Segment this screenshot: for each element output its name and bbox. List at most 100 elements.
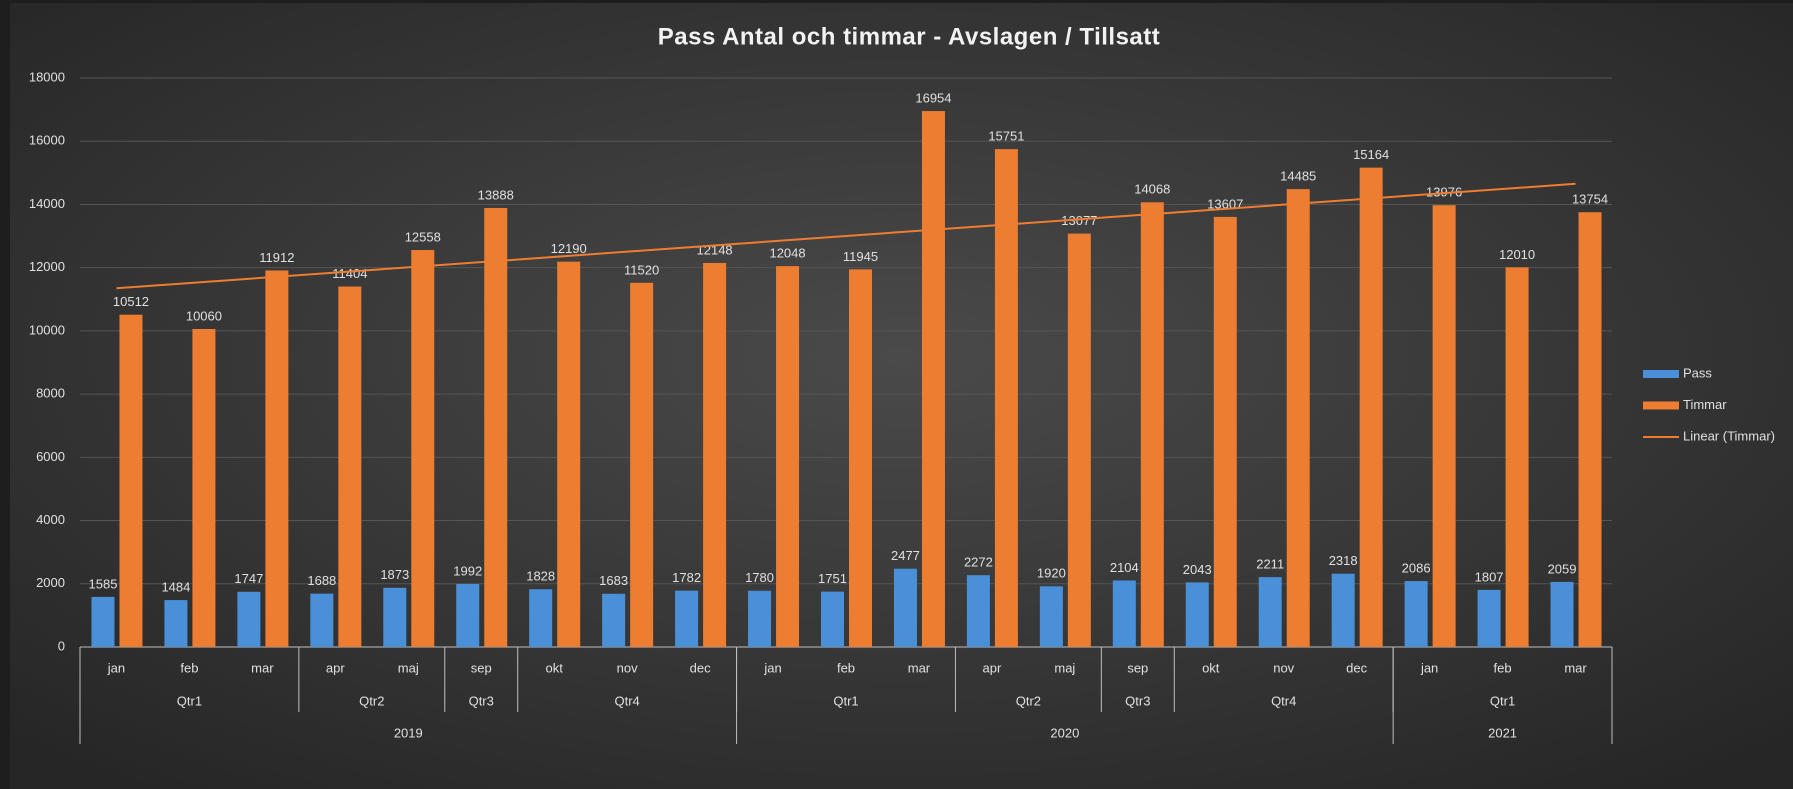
y-tick-label: 4000 (36, 512, 65, 527)
bar (748, 590, 772, 647)
x-tick-label: feb (837, 660, 855, 675)
data-label: 1484 (161, 580, 190, 595)
x-tick-label: apr (326, 660, 345, 675)
data-label: 12190 (551, 241, 587, 256)
bar (1477, 589, 1501, 647)
y-tick-label: 2000 (36, 575, 65, 590)
bar (1331, 573, 1355, 647)
x-tick-label: dec (1346, 660, 1367, 675)
group-label: 2020 (1050, 725, 1079, 740)
bar (310, 593, 334, 647)
bar (1404, 581, 1428, 647)
bar (529, 589, 553, 647)
bar (893, 568, 917, 647)
bar (1112, 580, 1136, 647)
x-tick-label: mar (251, 660, 274, 675)
y-tick-label: 14000 (29, 196, 65, 211)
group-label: 2019 (394, 725, 423, 740)
data-label: 2318 (1329, 553, 1358, 568)
group-label: 2021 (1488, 725, 1517, 740)
x-tick-label: jan (107, 660, 125, 675)
x-tick-label: feb (180, 660, 198, 675)
chart-background (10, 3, 1793, 789)
data-label: 1992 (453, 563, 482, 578)
y-tick-label: 8000 (36, 386, 65, 401)
data-label: 2477 (891, 548, 920, 563)
x-tick-label: apr (983, 660, 1002, 675)
y-tick-label: 10000 (29, 322, 65, 337)
bar (1213, 216, 1237, 647)
bar (91, 596, 115, 647)
bar (602, 593, 626, 647)
bar (921, 111, 945, 647)
data-label: 13754 (1572, 192, 1608, 207)
x-tick-label: nov (617, 660, 638, 675)
group-label: Qtr1 (833, 693, 858, 708)
data-label: 11945 (843, 249, 878, 264)
bar (1185, 582, 1209, 647)
y-tick-label: 12000 (29, 259, 65, 274)
legend-label: Pass (1683, 365, 1712, 380)
bar (849, 269, 872, 647)
y-tick-label: 6000 (36, 449, 65, 464)
x-tick-label: sep (1127, 660, 1148, 675)
data-label: 12010 (1499, 247, 1535, 262)
x-tick-label: maj (398, 660, 419, 675)
data-label: 2104 (1110, 560, 1139, 575)
x-tick-label: okt (1202, 660, 1220, 675)
y-tick-label: 0 (58, 638, 65, 653)
bar (1505, 267, 1529, 647)
x-tick-label: jan (763, 660, 781, 675)
x-tick-label: feb (1494, 660, 1512, 675)
bar (630, 282, 654, 647)
data-label: 12558 (405, 229, 441, 244)
data-label: 12048 (769, 246, 805, 261)
bar (1039, 586, 1063, 647)
data-label: 1780 (745, 570, 774, 585)
data-label: 1828 (526, 569, 555, 584)
bar (557, 261, 581, 647)
data-label: 11912 (259, 250, 294, 265)
data-label: 13976 (1426, 185, 1462, 200)
group-label: Qtr4 (1271, 693, 1296, 708)
group-label: Qtr3 (1125, 693, 1150, 708)
data-label: 1585 (89, 576, 118, 591)
data-label: 2211 (1256, 557, 1284, 572)
bar (1258, 577, 1282, 647)
data-label: 2043 (1183, 562, 1212, 577)
x-tick-label: okt (546, 660, 564, 675)
data-label: 2059 (1548, 561, 1577, 576)
trendline (116, 182, 1576, 290)
bar (237, 591, 261, 647)
data-label: 14068 (1134, 182, 1170, 197)
chart-title: Pass Antal och timmar - Avslagen / Tills… (658, 23, 1161, 50)
data-label: 1683 (599, 573, 628, 588)
bar (484, 207, 508, 647)
group-label: Qtr4 (614, 693, 639, 708)
data-label: 13888 (478, 187, 514, 202)
data-label: 1807 (1475, 569, 1504, 584)
bar (1140, 202, 1164, 647)
x-tick-label: dec (690, 660, 711, 675)
bar (703, 262, 727, 647)
bar (821, 591, 844, 647)
data-label: 16954 (915, 91, 951, 106)
data-label: 1688 (307, 573, 336, 588)
x-tick-label: jan (1420, 660, 1438, 675)
bar (966, 575, 990, 647)
bar (383, 587, 407, 647)
legend-label: Timmar (1683, 397, 1727, 412)
data-label: 13077 (1061, 213, 1097, 228)
data-label: 14485 (1280, 169, 1316, 184)
bar (1578, 212, 1602, 648)
bar (119, 314, 143, 647)
group-label: Qtr2 (1016, 693, 1041, 708)
data-label: 2086 (1402, 560, 1431, 575)
group-label: Qtr2 (359, 693, 384, 708)
bar (1286, 189, 1310, 648)
bar (456, 584, 480, 647)
bar (1359, 167, 1383, 647)
bar (164, 600, 188, 647)
bar (338, 286, 362, 647)
y-tick-label: 16000 (29, 133, 65, 148)
